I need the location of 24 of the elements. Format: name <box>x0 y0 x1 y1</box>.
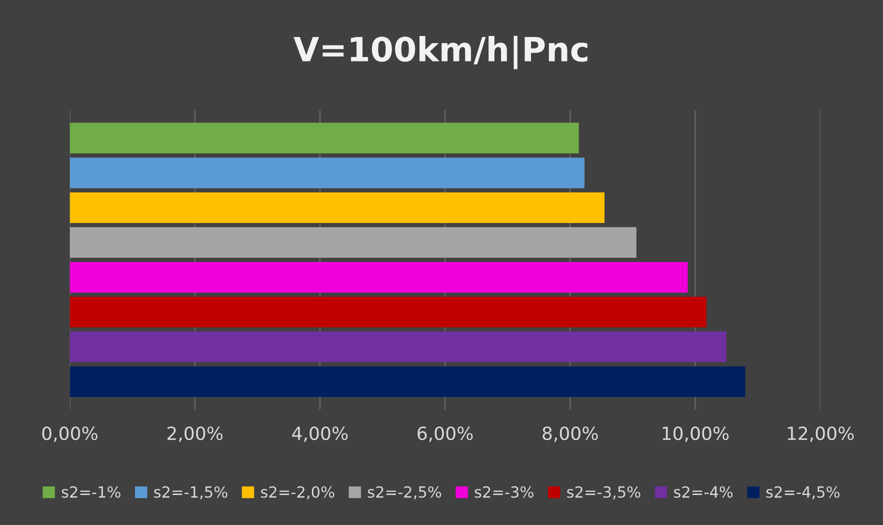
legend-label: s2=-1% <box>62 486 120 498</box>
bar <box>70 262 688 293</box>
legend-label: s2=-2,0% <box>261 486 334 500</box>
x-tick-label: 4,00% <box>292 426 348 442</box>
legend-label: s2=-3% <box>474 486 534 498</box>
x-tick-label: 8,00% <box>542 426 598 442</box>
bar <box>70 332 726 362</box>
bar <box>70 122 579 154</box>
bar <box>70 158 585 188</box>
bar <box>70 366 746 397</box>
legend-label: s2=-4% <box>674 486 733 498</box>
bar <box>70 192 605 223</box>
x-tick-label: 0,00% <box>42 426 98 442</box>
bar <box>70 296 706 328</box>
chart-title: V=100km/h|Pnc <box>294 36 588 70</box>
legend-label: s2=-2,5% <box>368 486 442 500</box>
legend-label: s2=-1,5% <box>154 486 228 500</box>
x-tick-label: 2,00% <box>167 426 223 442</box>
bar <box>70 227 636 258</box>
x-tick-label: 6,00% <box>418 426 473 442</box>
x-tick-label: 10,00% <box>662 426 729 442</box>
legend-label: s2=-4,5% <box>766 486 840 500</box>
x-tick-label: 12,00% <box>788 426 854 442</box>
legend-label: s2=-3,5% <box>567 486 640 500</box>
